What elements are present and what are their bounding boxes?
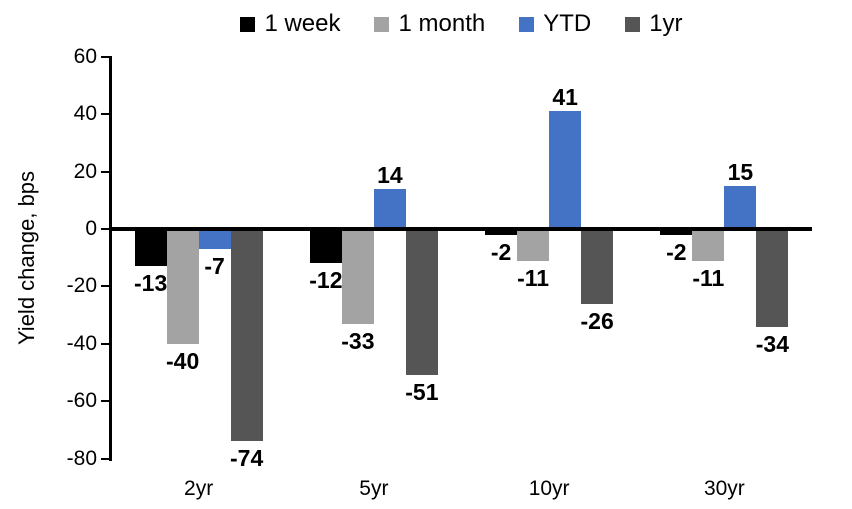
legend-label: 1 month: [398, 10, 486, 37]
bar-value-label-ytd-2yr: -7: [204, 253, 225, 280]
bar-ytd-10yr: [549, 111, 582, 229]
y-tick-label: 40: [73, 102, 97, 126]
bar-ytd-5yr: [373, 188, 406, 229]
y-tick-label: -20: [66, 274, 97, 298]
bar-value-label-ytd-10yr: 41: [552, 84, 578, 111]
y-tick-label: 20: [73, 159, 97, 183]
y-tick-label: -60: [66, 389, 97, 413]
bar-1-month-10yr: [517, 229, 550, 261]
bar-1-week-5yr: [309, 229, 342, 264]
bar-value-label-1-month-5yr: -33: [341, 327, 375, 354]
chart-legend: 1 week 1 month YTD 1yr: [111, 8, 812, 40]
legend-swatch-icon: [240, 16, 256, 32]
y-tick-label: -40: [66, 331, 97, 355]
bar-value-label-1-week-5yr: -12: [309, 267, 343, 294]
bar-1-week-2yr: [134, 229, 167, 267]
bar-value-label-1-month-2yr: -40: [166, 347, 200, 374]
legend-item-ytd: YTD: [519, 10, 591, 38]
bar-value-label-1yr-5yr: -51: [405, 379, 439, 406]
legend-swatch-icon: [625, 16, 641, 32]
bar-value-label-1-week-10yr: -2: [490, 238, 512, 265]
bar-value-label-ytd-5yr: 14: [377, 161, 403, 188]
x-category-label-5yr: 5yr: [359, 477, 389, 500]
legend-item-1-week: 1 week: [240, 10, 340, 38]
y-tick-mark: [101, 228, 109, 230]
bar-1-week-10yr: [485, 229, 518, 235]
bar-1-month-5yr: [341, 229, 374, 324]
bar-value-label-1-month-10yr: -11: [517, 264, 550, 291]
bar-1-month-2yr: [166, 229, 199, 344]
bar-ytd-30yr: [724, 185, 757, 229]
y-tick-label: 60: [73, 44, 97, 68]
bar-value-label-1-week-2yr: -13: [134, 270, 168, 297]
x-category-label-2yr: 2yr: [184, 477, 214, 500]
y-tick-mark: [101, 113, 109, 116]
bar-value-label-ytd-30yr: 15: [727, 158, 754, 185]
y-tick-mark: [101, 285, 109, 288]
bar-1-week-30yr: [660, 229, 693, 235]
y-tick-mark: [101, 457, 109, 460]
y-tick-mark: [101, 55, 109, 58]
legend-swatch-icon: [374, 16, 390, 32]
y-axis-line: [109, 55, 112, 461]
bar-1yr-2yr: [230, 229, 263, 442]
legend-item-1yr: 1yr: [625, 10, 683, 38]
bar-value-label-1yr-30yr: -34: [755, 330, 789, 357]
legend-item-1-month: 1 month: [374, 10, 485, 38]
bar-value-label-1-week-30yr: -2: [666, 238, 687, 265]
bar-value-label-1yr-2yr: -74: [230, 445, 264, 472]
bar-ytd-2yr: [198, 229, 231, 250]
y-tick-mark: [101, 400, 109, 403]
legend-swatch-icon: [519, 16, 535, 32]
x-category-label-30yr: 30yr: [703, 477, 745, 500]
legend-label: YTD: [543, 10, 592, 37]
bar-value-label-1-month-30yr: -11: [692, 264, 725, 291]
y-tick-mark: [101, 342, 109, 345]
bar-1yr-30yr: [756, 229, 789, 327]
x-category-label-10yr: 10yr: [528, 477, 570, 500]
bar-value-label-1yr-10yr: -26: [580, 307, 614, 334]
bar-1-month-30yr: [692, 229, 725, 261]
bar-1yr-10yr: [581, 229, 614, 304]
legend-label: 1 week: [264, 10, 341, 37]
legend-label: 1yr: [649, 10, 683, 37]
y-tick-mark: [101, 170, 109, 173]
y-tick-label: 0: [85, 217, 97, 240]
bar-1yr-5yr: [405, 229, 438, 376]
y-tick-label: -80: [66, 446, 97, 470]
zero-axis-line: [109, 227, 812, 231]
